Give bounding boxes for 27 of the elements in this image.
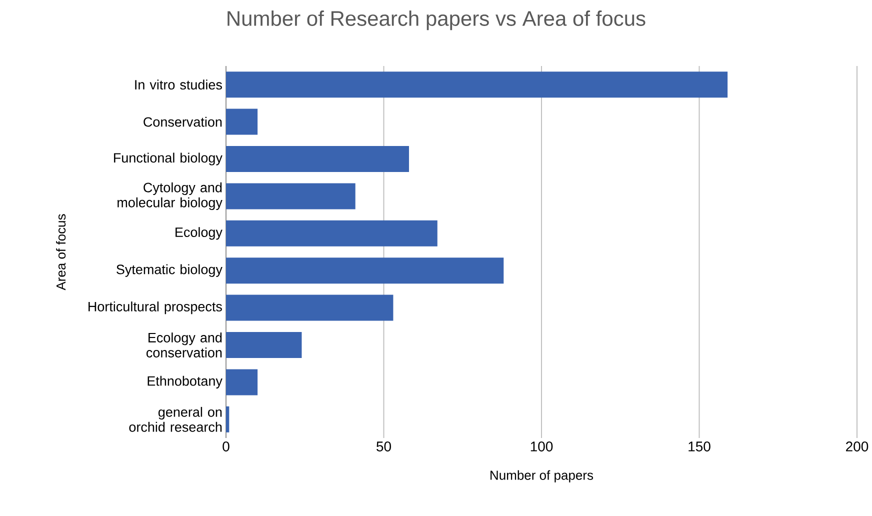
y-tick-label: Ecology and conservation: [146, 332, 222, 358]
y-tick-label: Cytology and molecular biology: [118, 182, 222, 210]
y-axis-title: Area of focus: [56, 214, 66, 290]
bar: [226, 220, 438, 246]
bar: [226, 72, 728, 98]
x-tick-label: 200: [846, 442, 868, 452]
y-tick-label: In vitro studies: [135, 80, 222, 90]
y-tick-label: Sytematic biology: [116, 264, 222, 277]
bar: [226, 146, 409, 172]
bar: [226, 108, 258, 135]
chart-title: Number of Research papers vs Area of focus: [228, 10, 646, 30]
bar: [226, 183, 356, 210]
y-tick-label: Conservation: [144, 116, 222, 127]
y-tick-label: Ecology: [176, 227, 222, 240]
bar: [226, 258, 504, 284]
x-tick-label: 0: [222, 442, 230, 452]
x-tick-label: 50: [376, 442, 391, 452]
bar: [226, 369, 258, 396]
y-tick-label: general on orchid research: [129, 406, 222, 432]
x-tick-label: 150: [688, 442, 710, 452]
y-tick-label: Horticultural prospects: [88, 302, 222, 314]
y-tick-label: Functional biology: [114, 152, 222, 166]
y-tick-label: Ethnobotany: [148, 376, 222, 388]
x-axis-title: Number of papers: [490, 470, 594, 482]
bar: [226, 294, 394, 321]
bar: [226, 332, 302, 358]
x-tick-label: 100: [530, 442, 553, 452]
